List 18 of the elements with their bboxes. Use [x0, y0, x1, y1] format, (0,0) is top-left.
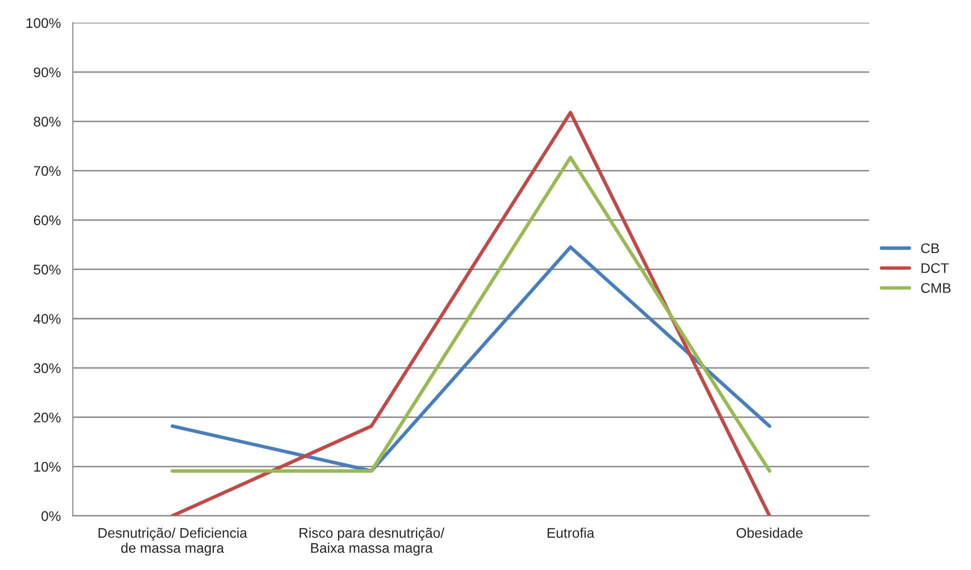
y-tick-label: 70% — [34, 166, 61, 176]
x-tick-label: Desnutrição/ Deficiencia de massa magra — [98, 528, 248, 556]
y-tick-label: 20% — [34, 412, 61, 422]
x-tick-label: Obesidade — [736, 528, 802, 538]
y-tick-label: 10% — [34, 462, 61, 472]
y-tick-label: 40% — [34, 314, 61, 324]
y-tick-label: 100% — [26, 18, 61, 28]
x-tick-label: Eutrofia — [548, 528, 594, 538]
x-tick-label: Risco para desnutrição/ Baixa massa magra — [300, 528, 444, 556]
y-tick-label: 60% — [34, 215, 61, 226]
y-tick-label: 0% — [41, 511, 61, 522]
legend-label: CMB — [921, 283, 951, 293]
legend-label: CB — [921, 243, 939, 254]
y-tick-label: 80% — [34, 116, 61, 127]
legend-label: DCT — [922, 263, 949, 274]
y-tick-label: 50% — [34, 264, 61, 274]
y-tick-label: 90% — [34, 67, 61, 78]
y-tick-label: 30% — [34, 363, 61, 374]
